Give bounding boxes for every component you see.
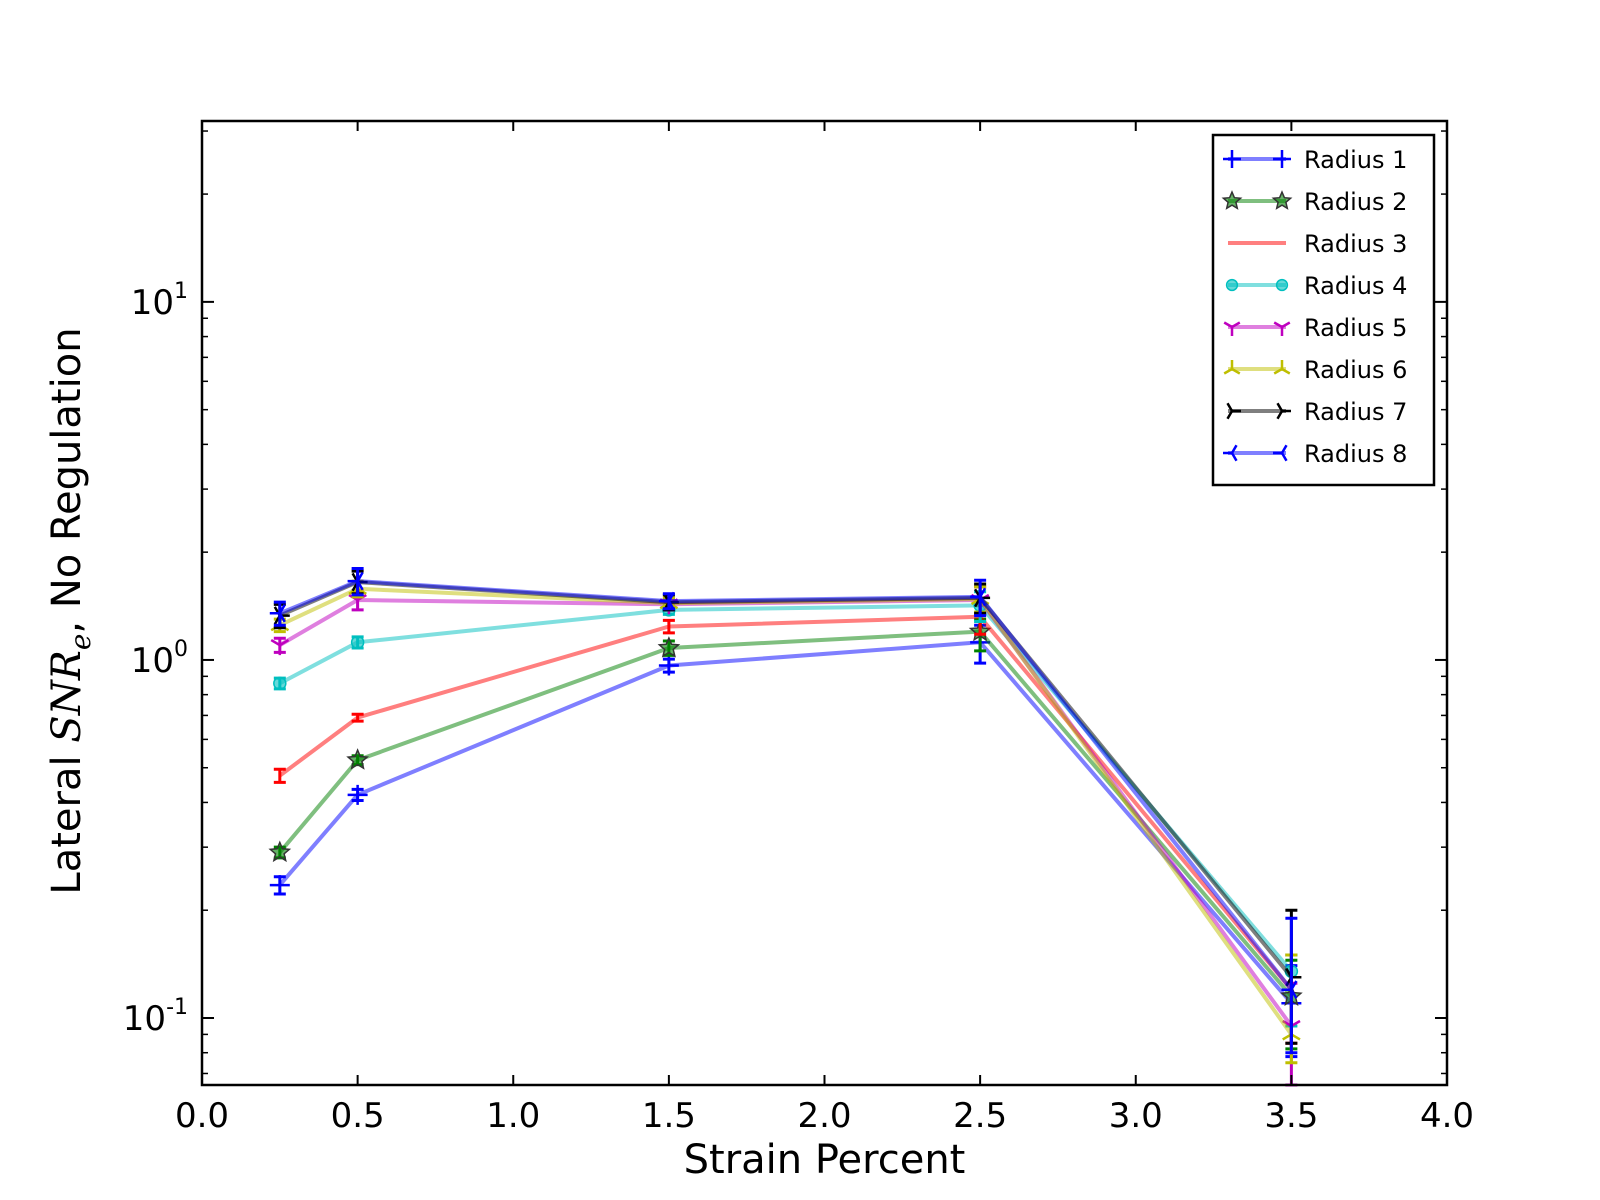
series-line bbox=[278, 603, 1293, 973]
legend-label: Radius 6 bbox=[1304, 356, 1407, 384]
legend-box bbox=[1211, 133, 1436, 487]
marker-star bbox=[657, 636, 681, 658]
series-radius-8 bbox=[269, 567, 1298, 1055]
marker-tri-left bbox=[269, 603, 286, 623]
marker-plus bbox=[1273, 150, 1291, 168]
legend-label: Radius 2 bbox=[1304, 188, 1407, 216]
error-bar bbox=[1285, 916, 1298, 1055]
marker-tri-up bbox=[1223, 360, 1241, 375]
marker-plus bbox=[658, 655, 679, 676]
marker-circle bbox=[1225, 278, 1239, 292]
marker-star bbox=[346, 748, 369, 770]
marker-tri-down bbox=[1273, 321, 1291, 336]
series-line bbox=[278, 598, 1294, 1028]
legend: Radius 1 Radius 2 Radius 3 Radius 4 Radius 5… bbox=[1211, 133, 1436, 487]
marker-tri-right bbox=[1226, 402, 1241, 420]
error-bar bbox=[273, 767, 286, 784]
legend-label: Radius 3 bbox=[1304, 230, 1407, 258]
legend-item: Radius 4 bbox=[1225, 272, 1407, 300]
y-tick-label: 101 bbox=[131, 279, 188, 323]
marker-circle bbox=[1275, 278, 1289, 292]
legend-item: Radius 7 bbox=[1226, 398, 1407, 426]
y-tick-exponent: -1 bbox=[166, 995, 188, 1020]
x-tick-label: 1.0 bbox=[486, 1096, 540, 1136]
marker-tri-right bbox=[1276, 402, 1291, 420]
legend-item: Radius 1 bbox=[1223, 146, 1407, 174]
marker-plus bbox=[347, 784, 368, 805]
marker-star bbox=[268, 840, 292, 863]
marker-tri-left bbox=[1281, 980, 1298, 999]
marker-tri-down bbox=[270, 639, 290, 656]
marker-star bbox=[1221, 190, 1243, 210]
series-line bbox=[278, 614, 1293, 991]
y-axis-title-math: SNR bbox=[44, 650, 90, 743]
marker-tri-up bbox=[1273, 360, 1291, 375]
x-tick-label: 0.5 bbox=[331, 1096, 385, 1136]
legend-label: Radius 5 bbox=[1304, 314, 1407, 342]
x-tick-label: 2.5 bbox=[953, 1096, 1007, 1136]
y-axis-title-math-sub: e bbox=[64, 634, 97, 651]
marker-tri-left bbox=[1273, 444, 1288, 462]
x-tick-label: 1.5 bbox=[642, 1096, 696, 1136]
marker-circle bbox=[273, 676, 287, 691]
marker-tri-left bbox=[658, 591, 675, 611]
y-tick-label: 10-1 bbox=[123, 995, 188, 1039]
legend-label: Radius 1 bbox=[1304, 146, 1407, 174]
y-tick-base: 10 bbox=[131, 641, 174, 681]
marker-tri-left bbox=[970, 587, 987, 607]
legend-label: Radius 7 bbox=[1304, 398, 1407, 426]
y-axis-title: Lateral SNRe, No Regulation bbox=[44, 327, 97, 894]
series-line bbox=[278, 629, 1293, 998]
series-radius-1 bbox=[269, 623, 1302, 1059]
y-tick-exponent: 0 bbox=[174, 637, 188, 662]
series-radius-6 bbox=[270, 578, 1301, 1065]
x-tick-label: 0.0 bbox=[175, 1096, 229, 1136]
y-tick-base: 10 bbox=[123, 999, 166, 1039]
series-layer bbox=[268, 567, 1303, 1087]
marker-star bbox=[1271, 190, 1293, 210]
y-tick-base: 10 bbox=[131, 283, 174, 323]
legend-label: Radius 4 bbox=[1304, 272, 1407, 300]
legend-label: Radius 8 bbox=[1304, 440, 1407, 468]
marker-tri-down bbox=[1223, 321, 1241, 336]
y-tick-label: 100 bbox=[131, 637, 188, 681]
x-tick-label: 4.0 bbox=[1420, 1096, 1474, 1136]
marker-plus bbox=[1223, 150, 1241, 168]
legend-item: Radius 5 bbox=[1223, 314, 1407, 342]
marker-tri-left bbox=[1223, 444, 1238, 462]
legend-item: Radius 6 bbox=[1223, 356, 1407, 384]
legend-item: Radius 3 bbox=[1228, 230, 1407, 258]
legend-item: Radius 2 bbox=[1221, 188, 1407, 216]
marker-circle bbox=[350, 635, 365, 650]
y-axis-title-prefix: Lateral bbox=[44, 743, 90, 895]
legend-item: Radius 8 bbox=[1223, 440, 1407, 468]
y-axis-title-suffix: , No Regulation bbox=[44, 327, 90, 633]
x-tick-label: 3.0 bbox=[1109, 1096, 1163, 1136]
x-tick-label: 3.5 bbox=[1264, 1096, 1318, 1136]
x-tick-label: 2.0 bbox=[797, 1096, 851, 1136]
marker-plus bbox=[269, 875, 290, 896]
y-tick-exponent: 1 bbox=[174, 279, 188, 304]
marker-tri-left bbox=[347, 571, 364, 591]
x-axis-title: Strain Percent bbox=[684, 1137, 966, 1183]
